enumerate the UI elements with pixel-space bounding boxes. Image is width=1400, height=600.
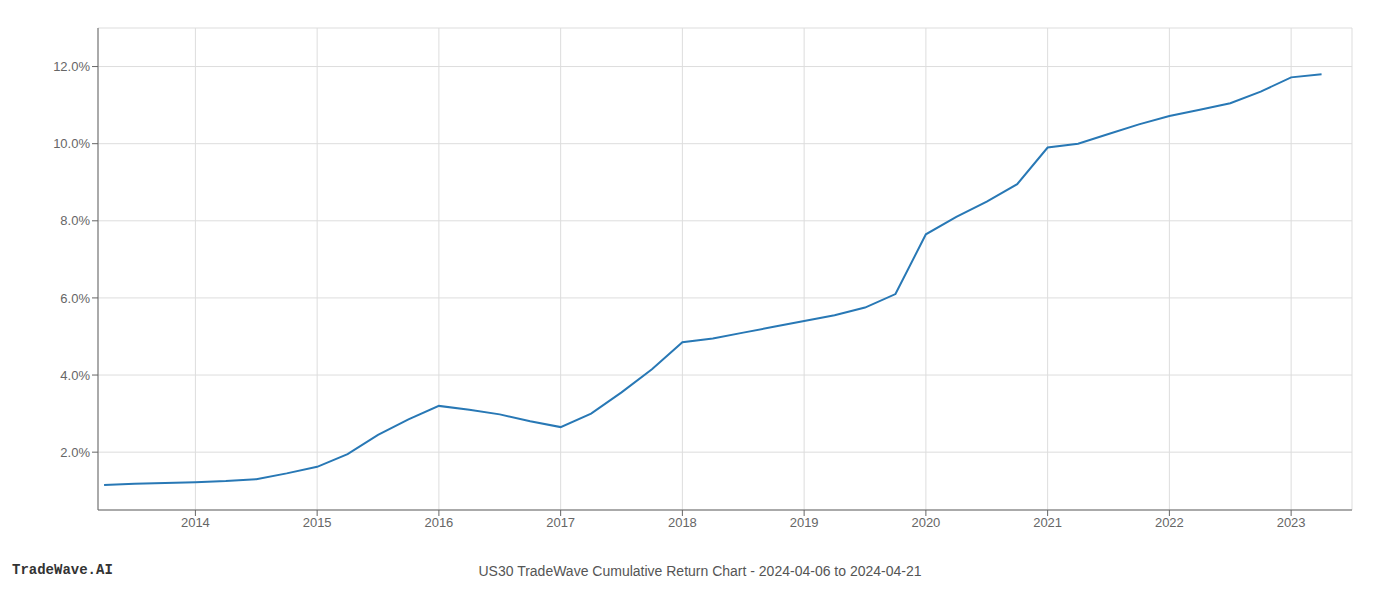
svg-text:10.0%: 10.0% xyxy=(53,136,90,151)
svg-text:2016: 2016 xyxy=(424,515,453,530)
svg-text:6.0%: 6.0% xyxy=(60,291,90,306)
html-text:US30 TradeWave Cumulative Retu: US30 TradeWave Cumulative Return Chart -… xyxy=(478,563,922,579)
svg-text:8.0%: 8.0% xyxy=(60,213,90,228)
svg-text:2015: 2015 xyxy=(303,515,332,530)
svg-text:2020: 2020 xyxy=(911,515,940,530)
svg-text:2014: 2014 xyxy=(181,515,210,530)
svg-text:4.0%: 4.0% xyxy=(60,368,90,383)
svg-text:2019: 2019 xyxy=(790,515,819,530)
svg-text:2023: 2023 xyxy=(1277,515,1306,530)
svg-text:2017: 2017 xyxy=(546,515,575,530)
svg-text:2018: 2018 xyxy=(668,515,697,530)
svg-text:12.0%: 12.0% xyxy=(53,59,90,74)
svg-text:2.0%: 2.0% xyxy=(60,445,90,460)
svg-text:2022: 2022 xyxy=(1155,515,1184,530)
svg-text:2021: 2021 xyxy=(1033,515,1062,530)
html-text:TradeWave.AI: TradeWave.AI xyxy=(12,562,113,578)
